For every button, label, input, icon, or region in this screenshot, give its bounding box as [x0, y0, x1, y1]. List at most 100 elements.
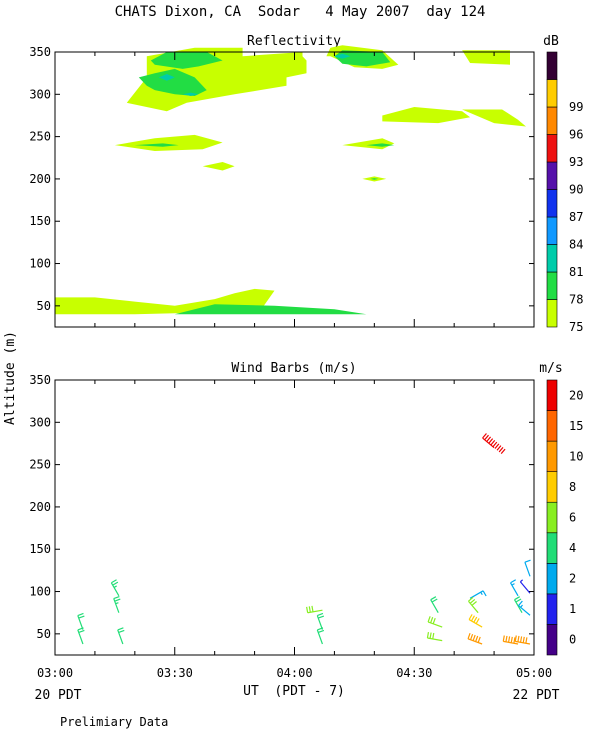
colorbar-swatch	[546, 471, 558, 503]
left-time-note: 20 PDT	[35, 688, 82, 703]
wind-barb	[469, 590, 487, 599]
wind-barb	[502, 635, 519, 645]
figure-title: CHATS Dixon, CA Sodar 4 May 2007 day 124	[115, 4, 486, 20]
reflectivity-region	[334, 50, 391, 67]
y-tick-label: 150	[29, 542, 51, 556]
y-tick-label: 150	[29, 214, 51, 228]
reflectivity-region	[114, 134, 223, 151]
wind-barb	[510, 579, 519, 597]
colorbar-swatch	[546, 299, 558, 328]
x-tick-label: 05:00	[516, 666, 552, 680]
colorbar-swatch	[546, 440, 558, 472]
reflectivity-region	[182, 92, 199, 96]
colorbar-label: 75	[569, 320, 583, 334]
colorbar-label: 96	[569, 128, 583, 142]
x-tick-label: 04:00	[276, 666, 312, 680]
y-tick-label: 100	[29, 585, 51, 599]
colorbar-swatch	[546, 106, 558, 135]
colorbar-label: 6	[569, 511, 576, 525]
reflectivity-region	[138, 68, 207, 96]
wind-barb	[482, 433, 506, 455]
wind-barb	[430, 596, 439, 613]
reflectivity-region	[366, 143, 395, 147]
colorbar-swatch	[546, 379, 558, 411]
colorbar-label: 81	[569, 265, 583, 279]
wind-title: Wind Barbs (m/s)	[231, 361, 356, 376]
colorbar-swatch	[546, 532, 558, 564]
wind-barb	[77, 612, 85, 630]
colorbar-label: 1	[569, 602, 576, 616]
x-axis-label: UT (PDT - 7)	[243, 684, 345, 699]
colorbar-swatch	[546, 501, 558, 534]
colorbar-swatch	[546, 134, 558, 163]
reflectivity-title: Reflectivity	[247, 34, 341, 49]
y-tick-label: 100	[29, 257, 51, 271]
colorbar-swatch	[546, 79, 558, 108]
wind-barb	[514, 635, 531, 645]
reflectivity-region	[174, 304, 367, 315]
colorbar-swatch	[546, 161, 558, 190]
colorbar-label: 8	[569, 480, 576, 494]
reflectivity-region	[150, 52, 223, 69]
colorbar-label: 10	[569, 449, 583, 463]
y-tick-label: 250	[29, 458, 51, 472]
colorbar-label: 93	[569, 155, 583, 169]
wind-barb	[110, 579, 120, 597]
y-tick-label: 300	[29, 87, 51, 101]
x-tick-label: 03:30	[157, 666, 193, 680]
colorbar-label: 99	[569, 100, 583, 114]
wind-barb	[518, 600, 531, 616]
reflectivity-unit: dB	[543, 34, 559, 49]
colorbar-swatch	[546, 593, 558, 625]
right-time-note: 22 PDT	[513, 688, 560, 703]
colorbar-label: 15	[569, 419, 583, 433]
reflectivity-region	[334, 53, 351, 59]
colorbar-swatch	[546, 216, 558, 245]
reflectivity-region	[342, 138, 395, 150]
wind-unit: m/s	[539, 361, 562, 376]
colorbar-swatch	[546, 244, 558, 273]
wind-barb	[427, 616, 443, 628]
colorbar-swatch	[546, 624, 558, 656]
y-tick-label: 300	[29, 415, 51, 429]
colorbar-swatch	[546, 189, 558, 218]
y-tick-label: 200	[29, 500, 51, 514]
wind-barb	[524, 559, 531, 577]
wind-barb	[77, 627, 85, 645]
y-tick-label: 50	[37, 627, 51, 641]
colorbar-swatch	[546, 271, 558, 300]
y-tick-label: 350	[29, 373, 51, 387]
colorbar-label: 90	[569, 183, 583, 197]
reflectivity-region	[158, 74, 175, 81]
colorbar-label: 84	[569, 238, 583, 252]
colorbar-swatch	[546, 410, 558, 442]
reflectivity-region	[462, 50, 510, 65]
wind-barb	[113, 595, 121, 613]
x-tick-label: 04:30	[396, 666, 432, 680]
wind-barb	[117, 627, 125, 645]
wind-barb	[306, 605, 323, 614]
y-axis-label: Altitude (m)	[3, 331, 18, 425]
wind-barb	[468, 614, 483, 628]
y-tick-label: 50	[37, 299, 51, 313]
wind-barb	[316, 627, 325, 645]
colorbar-label: 2	[569, 572, 576, 586]
y-tick-label: 350	[29, 45, 51, 59]
reflectivity-frame	[54, 51, 535, 328]
reflectivity-region	[134, 143, 179, 147]
colorbar-label: 87	[569, 210, 583, 224]
colorbar-label: 4	[569, 541, 576, 555]
wind-barb	[468, 596, 479, 614]
wind-barb	[426, 631, 443, 642]
colorbar-swatch	[546, 563, 558, 595]
footnote: Prelimiary Data	[60, 715, 168, 729]
colorbar-label: 78	[569, 293, 583, 307]
colorbar-label: 0	[569, 633, 576, 647]
colorbar-swatch	[546, 51, 558, 80]
colorbar-label: 20	[569, 388, 583, 402]
y-tick-label: 200	[29, 172, 51, 186]
y-tick-label: 250	[29, 130, 51, 144]
wind-barb	[514, 596, 523, 613]
